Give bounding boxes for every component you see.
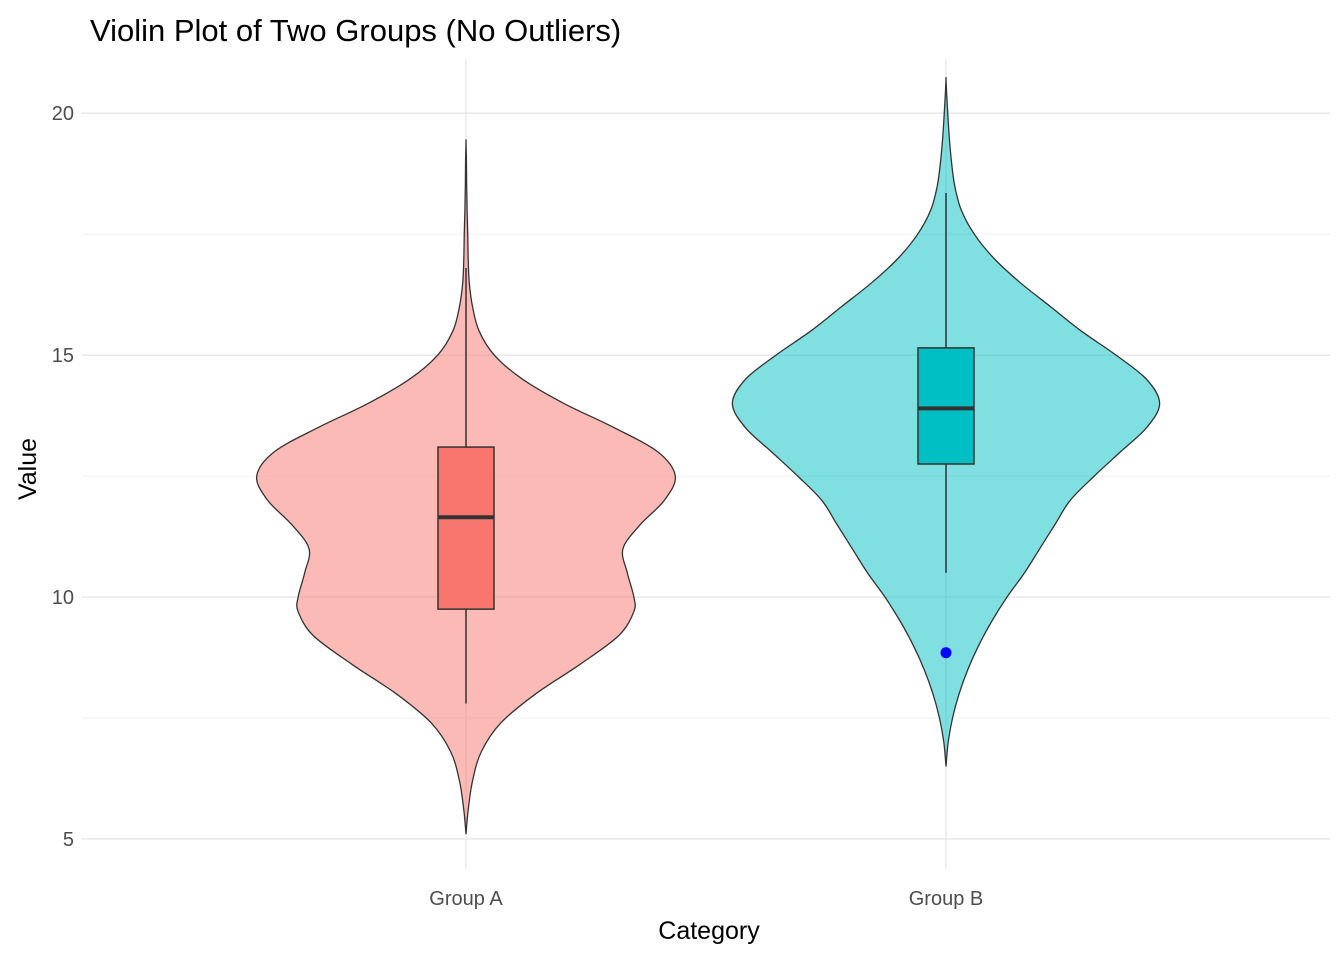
y-axis-ticks: 5 10 15 20 [52,103,74,851]
box-iqr [917,347,975,465]
x-tick-label: Group A [429,888,503,910]
data-point [940,647,952,659]
x-tick-label: Group B [909,888,983,910]
data-points [940,647,952,659]
violins [255,76,1161,835]
chart-title: Violin Plot of Two Groups (No Outliers) [90,13,621,48]
box-iqr [437,446,495,610]
x-axis-title: Category [658,917,760,945]
y-tick-label: 5 [63,829,74,851]
x-axis-ticks: Group A Group B [429,888,983,910]
y-tick-label: 10 [52,587,74,609]
boxplots [437,193,975,704]
y-tick-label: 15 [52,345,74,367]
y-tick-label: 20 [52,103,74,125]
y-axis-title: Value [14,438,42,500]
